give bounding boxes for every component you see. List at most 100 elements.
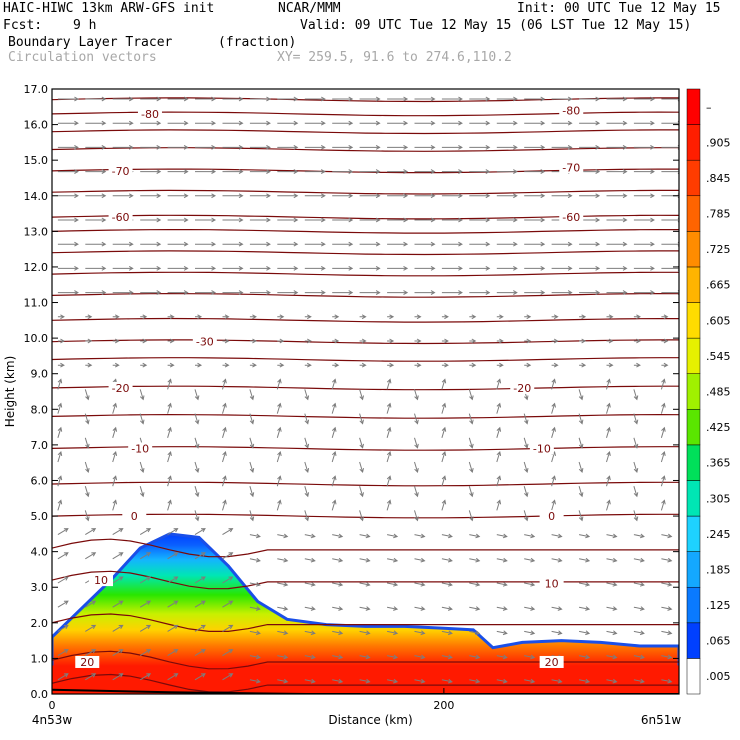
vectors-label: Circulation vectors — [8, 50, 157, 65]
circulation-vector — [57, 552, 69, 560]
circulation-vector — [414, 413, 419, 425]
circulation-vector — [441, 265, 463, 271]
circulation-vector — [112, 314, 120, 320]
circulation-vector — [524, 654, 536, 660]
circulation-vector — [551, 402, 556, 414]
circulation-vector — [387, 630, 399, 636]
circulation-vector — [222, 426, 227, 438]
circulation-vector — [194, 552, 206, 560]
circulation-vector — [633, 120, 655, 126]
circulation-vector — [579, 96, 601, 102]
circulation-vector — [249, 606, 261, 611]
x-tick-label: 200 — [433, 699, 454, 712]
circulation-vector — [277, 290, 299, 295]
circulation-vector — [551, 630, 563, 636]
circulation-vector — [441, 654, 453, 660]
circulation-vector — [222, 241, 244, 247]
temperature-contour — [52, 129, 679, 135]
field-units: (fraction) — [218, 35, 297, 50]
circulation-vector — [112, 241, 134, 247]
circulation-vector — [441, 475, 447, 487]
circulation-vector — [441, 557, 453, 563]
circulation-vector — [496, 241, 518, 247]
circulation-vector — [222, 120, 244, 126]
circulation-vector — [85, 362, 93, 368]
circulation-vector — [579, 678, 591, 684]
tracer-core — [52, 665, 679, 694]
temperature-contour — [52, 385, 679, 391]
circulation-vector — [359, 217, 381, 223]
circulation-vector — [167, 241, 189, 247]
circulation-vector — [414, 678, 426, 684]
colorbar-swatch — [686, 622, 701, 659]
circulation-vector — [606, 533, 618, 539]
temperature-contour — [52, 413, 679, 419]
circulation-vector — [496, 120, 518, 126]
contour-label: -10 — [131, 442, 149, 455]
circulation-vector — [85, 265, 107, 271]
circulation-vector — [222, 378, 227, 390]
circulation-vector — [139, 528, 152, 536]
circulation-vector — [249, 338, 257, 344]
circulation-vector — [414, 290, 436, 295]
circulation-vector — [414, 389, 419, 401]
circulation-vector — [551, 378, 556, 390]
circulation-vector — [332, 217, 354, 223]
circulation-vector — [606, 654, 618, 660]
circulation-vector — [139, 486, 145, 498]
circulation-vector — [660, 426, 666, 438]
circulation-vector — [496, 314, 504, 320]
circulation-vector — [661, 533, 673, 539]
contour-label-bg — [559, 211, 584, 224]
xy-coordinates: XY= 259.5, 91.6 to 274.6,110.2 — [277, 50, 512, 65]
circulation-vector — [496, 606, 508, 611]
circulation-vector — [441, 338, 449, 344]
temperature-contour — [52, 339, 679, 345]
circulation-vector — [304, 217, 326, 223]
temperature-contour — [52, 271, 679, 277]
circulation-vector — [167, 96, 189, 102]
circulation-vector — [606, 362, 614, 368]
colorbar-swatch — [686, 586, 701, 624]
circulation-vector — [222, 169, 244, 174]
contour-label-bg — [559, 161, 584, 174]
circulation-vector — [222, 499, 227, 511]
circulation-vector — [167, 600, 179, 608]
circulation-vector — [633, 654, 645, 660]
circulation-vector — [85, 169, 107, 174]
circulation-vector — [387, 217, 409, 223]
x-end-label: 6n51w — [641, 713, 682, 727]
circulation-vector — [551, 362, 559, 368]
contour-label-bg — [128, 442, 153, 455]
circulation-vector — [222, 362, 230, 368]
contour-label-bg — [108, 164, 133, 177]
circulation-vector — [167, 475, 172, 487]
circulation-vector — [633, 362, 641, 368]
circulation-vector — [578, 389, 584, 401]
circulation-vector — [331, 426, 337, 438]
circulation-vector — [633, 290, 655, 295]
circulation-vector — [414, 144, 436, 150]
circulation-vector — [195, 120, 217, 126]
circulation-vector — [249, 510, 255, 522]
circulation-vector — [606, 217, 628, 223]
circulation-vector — [249, 389, 255, 401]
circulation-vector — [496, 426, 502, 438]
circulation-vector — [524, 193, 546, 199]
circulation-vector — [139, 461, 145, 473]
circulation-vector — [633, 486, 639, 498]
colorbar-swatch — [686, 88, 701, 125]
circulation-vector — [304, 265, 326, 271]
circulation-vector — [222, 649, 234, 657]
circulation-vector — [606, 241, 628, 247]
circulation-vector — [112, 576, 124, 584]
circulation-vector — [85, 649, 97, 657]
circulation-vector — [167, 649, 179, 657]
circulation-vector — [140, 265, 162, 271]
circulation-vector — [85, 552, 97, 560]
circulation-vector — [249, 413, 255, 425]
circulation-vector — [140, 241, 162, 247]
circulation-vector — [332, 630, 344, 636]
circulation-vector — [195, 193, 217, 199]
